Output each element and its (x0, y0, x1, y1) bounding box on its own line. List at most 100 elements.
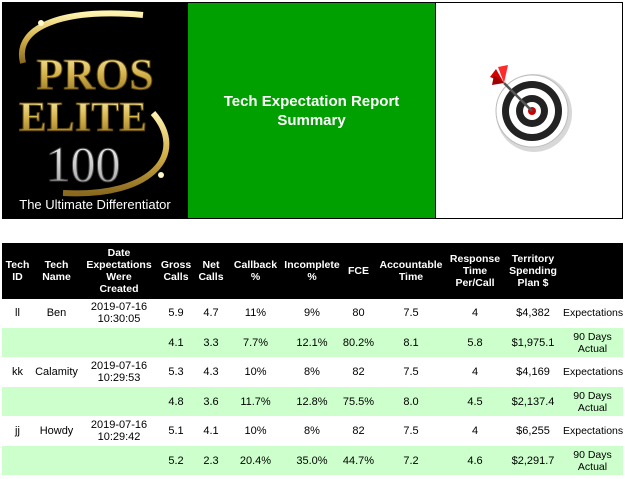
date-created: 2019-07-16 10:30:05 (80, 299, 158, 327)
tech-name (33, 446, 80, 475)
territory-spending: $4,382 (504, 299, 562, 327)
gross-calls: 4.1 (158, 328, 194, 357)
gross-calls: 5.1 (158, 417, 194, 445)
tech-id (2, 446, 33, 475)
callback-pct: 7.7% (228, 328, 283, 357)
incomplete-pct: 35.0% (283, 446, 341, 475)
row-type-label: 90 Days Actual (562, 387, 623, 416)
table-row-actual: 5.2 2.3 20.4% 35.0% 44.7% 7.2 4.6 $2,291… (2, 446, 623, 475)
logo-line2: ELITE (19, 95, 147, 141)
territory-spending: $1,975.1 (504, 328, 562, 357)
tech-name (33, 328, 80, 357)
col-gross-calls: Gross Calls (158, 243, 194, 299)
callback-pct: 10% (228, 358, 283, 386)
tech-id (2, 328, 33, 357)
tech-name: Ben (33, 299, 80, 327)
gross-calls: 4.8 (158, 387, 194, 416)
bullseye-dart-icon (490, 65, 572, 152)
response-time: 4 (446, 299, 504, 327)
response-time: 4.5 (446, 387, 504, 416)
territory-spending: $6,255 (504, 417, 562, 445)
fce: 80.2% (341, 328, 376, 357)
response-time: 4 (446, 358, 504, 386)
col-fce: FCE (341, 243, 376, 299)
net-calls: 2.3 (194, 446, 228, 475)
incomplete-pct: 12.8% (283, 387, 341, 416)
date-created (80, 446, 158, 475)
col-incomplete-pct: Incomplete% (283, 243, 341, 299)
response-time: 5.8 (446, 328, 504, 357)
net-calls: 3.3 (194, 328, 228, 357)
report-title-line2: Summary (277, 111, 346, 129)
callback-pct: 11% (228, 299, 283, 327)
report-title: Tech Expectation Report Summary (212, 92, 412, 130)
tech-id: jj (2, 417, 33, 445)
col-territory-spending: Territory Spending Plan $ (504, 243, 562, 299)
fce: 75.5% (341, 387, 376, 416)
response-time: 4.6 (446, 446, 504, 475)
date-created (80, 328, 158, 357)
tech-id: kk (2, 358, 33, 386)
callback-pct: 20.4% (228, 446, 283, 475)
report-header: PROS ELITE 100 The Ultimate Differentiat… (2, 2, 623, 219)
row-type-label: Expectations (562, 358, 623, 386)
gross-calls: 5.9 (158, 299, 194, 327)
territory-spending: $4,169 (504, 358, 562, 386)
col-tech-id: Tech ID (2, 243, 33, 299)
logo-emblem: PROS ELITE 100 The Ultimate Differentiat… (18, 10, 171, 212)
accountable-time: 7.5 (376, 358, 446, 386)
row-type-label: 90 Days Actual (562, 446, 623, 475)
fce: 80 (341, 299, 376, 327)
accountable-time: 7.2 (376, 446, 446, 475)
pros-elite-logo: PROS ELITE 100 The Ultimate Differentiat… (3, 3, 188, 218)
table-header-row: Tech ID Tech Name Date Expectations Were Crea… (2, 243, 623, 299)
accountable-time: 8.0 (376, 387, 446, 416)
col-date-created: Date Expectations Were Created (80, 243, 158, 299)
tech-id (2, 387, 33, 416)
incomplete-pct: 12.1% (283, 328, 341, 357)
logo-line3: 100 (46, 136, 121, 192)
gross-calls: 5.2 (158, 446, 194, 475)
table-row-expectations: jj Howdy 2019-07-16 10:29:42 5.1 4.1 10% … (2, 417, 623, 445)
report-title-cell: Tech Expectation Report Summary (188, 3, 436, 218)
logo-line1: PROS (36, 50, 153, 99)
date-created (80, 387, 158, 416)
col-response-time: Response Time Per/Call (446, 243, 504, 299)
col-tech-name: Tech Name (33, 243, 80, 299)
response-time: 4 (446, 417, 504, 445)
tech-name: Calamity (33, 358, 80, 386)
incomplete-pct: 8% (283, 417, 341, 445)
incomplete-pct: 8% (283, 358, 341, 386)
territory-spending: $2,137.4 (504, 387, 562, 416)
fce: 44.7% (341, 446, 376, 475)
territory-spending: $2,291.7 (504, 446, 562, 475)
accountable-time: 7.5 (376, 299, 446, 327)
table-row-actual: 4.8 3.6 11.7% 12.8% 75.5% 8.0 4.5 $2,137… (2, 387, 623, 416)
col-net-calls: Net Calls (194, 243, 228, 299)
report-title-line1: Tech Expectation Report (223, 92, 400, 110)
net-calls: 4.3 (194, 358, 228, 386)
net-calls: 4.7 (194, 299, 228, 327)
tech-id: ll (2, 299, 33, 327)
fce: 82 (341, 417, 376, 445)
incomplete-pct: 9% (283, 299, 341, 327)
logo-tagline: The Ultimate Differentiator (19, 197, 171, 212)
col-accountable-time: Accountable Time (376, 243, 446, 299)
row-type-label: 90 Days Actual (562, 328, 623, 357)
gross-calls: 5.3 (158, 358, 194, 386)
table-row-expectations: kk Calamity 2019-07-16 10:29:53 5.3 4.3 1… (2, 358, 623, 386)
date-created: 2019-07-16 10:29:53 (80, 358, 158, 386)
net-calls: 3.6 (194, 387, 228, 416)
target-cell (436, 3, 622, 218)
col-row-type (562, 243, 623, 299)
row-type-label: Expectations (562, 299, 623, 327)
col-callback-pct: Callback% (228, 243, 283, 299)
tech-name: Howdy (33, 417, 80, 445)
net-calls: 4.1 (194, 417, 228, 445)
fce: 82 (341, 358, 376, 386)
tech-expectation-table: Tech ID Tech Name Date Expectations Were Crea… (2, 243, 623, 475)
accountable-time: 8.1 (376, 328, 446, 357)
table-row-expectations: ll Ben 2019-07-16 10:30:05 5.9 4.7 11% 9%… (2, 299, 623, 327)
table-row-actual: 4.1 3.3 7.7% 12.1% 80.2% 8.1 5.8 $1,975.… (2, 328, 623, 357)
date-created: 2019-07-16 10:29:42 (80, 417, 158, 445)
